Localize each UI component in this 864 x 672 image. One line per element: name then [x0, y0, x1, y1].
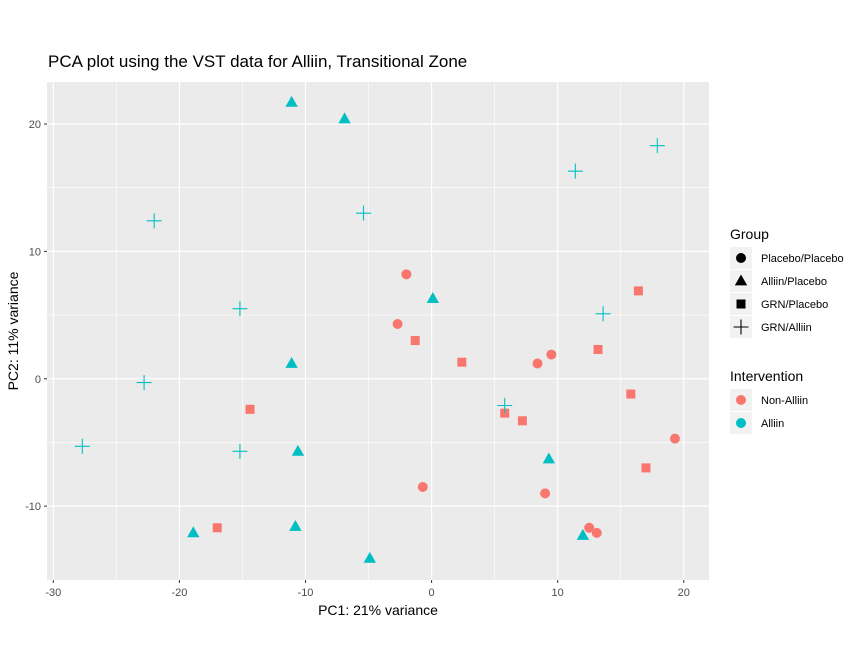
point-plus — [232, 301, 248, 317]
point-plus — [232, 443, 248, 459]
point-plus — [497, 398, 513, 414]
point-triangle — [576, 528, 590, 540]
point-square — [633, 286, 643, 296]
legend-group: Group Placebo/Placebo Alliin/Placebo GRN/P… — [730, 226, 844, 338]
point-triangle — [187, 526, 200, 538]
x-axis-title: PC1: 21% variance — [318, 602, 438, 618]
x-tick-label: 20 — [678, 587, 690, 599]
legend-key-triangle — [734, 274, 748, 286]
point-square — [626, 389, 636, 399]
legend-label: Placebo/Placebo — [761, 253, 844, 265]
legend-key-square — [736, 299, 746, 309]
y-axis-title: PC2: 11% variance — [5, 271, 21, 390]
legend-group-title: Group — [730, 226, 769, 242]
minor-gridlines — [47, 82, 709, 580]
point-triangle — [363, 551, 376, 563]
point-plus — [649, 138, 665, 154]
x-tick-label: -10 — [298, 587, 314, 599]
point-triangle — [291, 444, 305, 456]
legend-label: GRN/Alliin — [761, 322, 812, 334]
point-circle — [540, 488, 551, 499]
legend-key-swatch — [736, 418, 746, 428]
point-square — [410, 336, 420, 346]
point-plus — [74, 438, 90, 454]
point-circle — [591, 527, 602, 538]
point-circle — [532, 358, 543, 369]
point-triangle — [542, 452, 556, 464]
point-circle — [669, 433, 680, 444]
plot-panel — [47, 82, 709, 580]
legend-label: Non-Alliin — [761, 395, 808, 407]
legend-label: GRN/Placebo — [761, 299, 828, 311]
y-axis: -10 0 10 20 — [25, 119, 47, 513]
legend-label: Alliin — [761, 418, 784, 430]
point-circle — [546, 349, 557, 360]
x-tick-label: -20 — [171, 587, 187, 599]
point-triangle — [338, 112, 351, 124]
point-square — [517, 416, 527, 426]
major-gridlines — [47, 82, 709, 580]
y-tick-label: 20 — [29, 119, 41, 131]
x-axis: -30 -20 -10 0 10 20 — [45, 580, 690, 599]
point-circle — [401, 269, 412, 280]
y-tick-label: -10 — [25, 501, 41, 513]
y-tick-label: 0 — [35, 374, 41, 386]
point-square — [212, 523, 222, 533]
legend-key-swatch — [736, 395, 746, 405]
point-square — [641, 463, 651, 473]
chart-title: PCA plot using the VST data for Alliin, … — [48, 52, 467, 71]
point-triangle — [289, 520, 302, 531]
x-tick-label: -30 — [45, 587, 61, 599]
point-triangle — [426, 292, 440, 303]
legend-intervention-title: Intervention — [730, 368, 803, 384]
point-plus — [136, 375, 152, 391]
data-points — [74, 95, 680, 563]
point-square — [457, 357, 467, 367]
legend-label: Alliin/Placebo — [761, 276, 827, 288]
legend-key-plus — [733, 319, 749, 335]
point-plus — [567, 163, 583, 179]
point-triangle — [285, 95, 298, 107]
legend-intervention: Intervention Non-Alliin Alliin — [730, 368, 808, 434]
point-plus — [146, 213, 162, 229]
point-circle — [392, 318, 403, 329]
legend-key-circle — [736, 253, 746, 263]
point-square — [500, 408, 510, 418]
point-plus — [355, 205, 371, 221]
x-tick-label: 10 — [552, 587, 564, 599]
point-square — [593, 344, 603, 354]
point-square — [245, 404, 255, 414]
point-circle — [417, 482, 428, 493]
point-circle — [584, 522, 595, 533]
point-triangle — [285, 356, 298, 368]
y-tick-label: 10 — [29, 246, 41, 258]
point-plus — [595, 306, 611, 322]
x-tick-label: 0 — [429, 587, 435, 599]
